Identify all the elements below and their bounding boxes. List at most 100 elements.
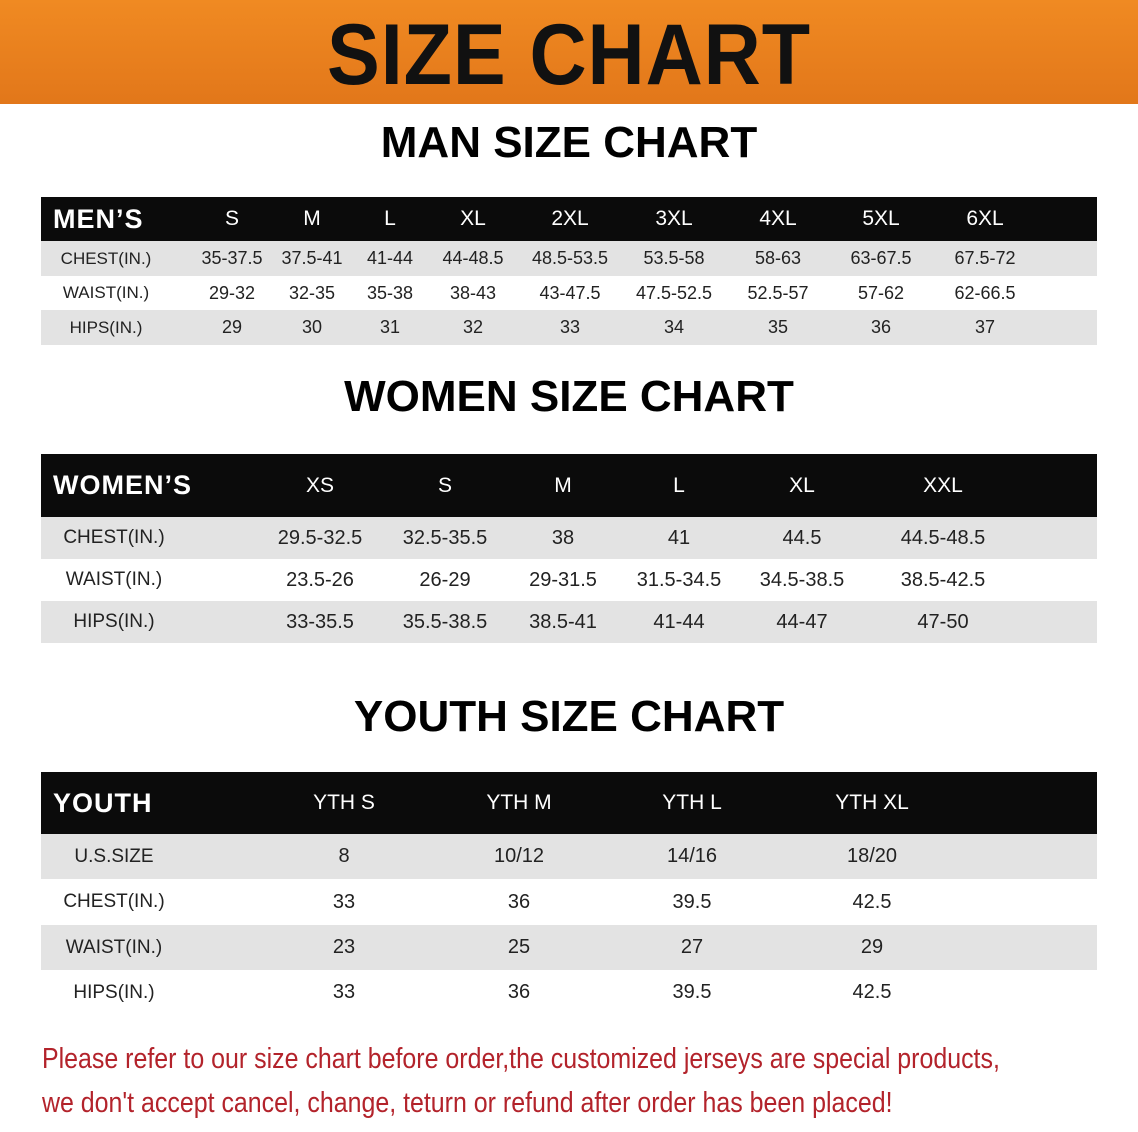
size-header: S bbox=[224, 207, 240, 230]
table-cell: 44-48.5 bbox=[442, 248, 504, 268]
table-cell: 29 bbox=[860, 936, 884, 958]
table-cell: 33-35.5 bbox=[286, 610, 354, 633]
table-cell: 36 bbox=[870, 317, 892, 337]
size-header: YTH L bbox=[662, 791, 722, 814]
men-size-table: MEN’S S M L XL 2XL 3XL 4XL 5XL 6XL CHEST(IN.) 35-37… bbox=[41, 197, 1097, 345]
table-cell: 29.5-32.5 bbox=[277, 526, 363, 549]
notice-line-2: we don't accept cancel, change, teturn o… bbox=[42, 1087, 893, 1119]
table-row: HIPS(IN.) 33 36 39.5 42.5 bbox=[41, 970, 1097, 1015]
table-cell: 30 bbox=[301, 317, 323, 337]
table-row: U.S.SIZE 8 10/12 14/16 18/20 bbox=[41, 834, 1097, 879]
table-cell: 38-43 bbox=[449, 282, 497, 303]
table-cell: 31 bbox=[379, 317, 401, 337]
header-label: WOMEN’S bbox=[53, 470, 192, 500]
table-header: YOUTH YTH S YTH M YTH L YTH XL bbox=[41, 772, 1097, 834]
table-cell: 38 bbox=[551, 526, 575, 549]
table-cell: 36 bbox=[507, 890, 531, 913]
size-header: S bbox=[437, 473, 453, 497]
table-cell: 39.5 bbox=[672, 981, 712, 1003]
table-cell: 38.5-41 bbox=[529, 610, 597, 633]
page-title: SIZE CHART bbox=[327, 7, 811, 103]
size-header: 2XL bbox=[551, 207, 589, 230]
youth-section-title: YOUTH SIZE CHART bbox=[353, 692, 785, 741]
header-label: MEN’S bbox=[53, 203, 144, 234]
table-cell: 35-38 bbox=[366, 282, 414, 303]
table-cell: 25 bbox=[507, 936, 531, 958]
table-cell: 27 bbox=[680, 936, 704, 958]
size-header: YTH XL bbox=[835, 791, 909, 814]
table-cell: 52.5-57 bbox=[747, 282, 809, 303]
table-cell: 42.5 bbox=[852, 981, 892, 1003]
table-cell: 47-50 bbox=[917, 610, 969, 633]
table-cell: 37.5-41 bbox=[281, 248, 343, 268]
notice-line-1: Please refer to our size chart before or… bbox=[42, 1043, 1000, 1075]
men-section-title: MAN SIZE CHART bbox=[380, 118, 758, 167]
size-header: L bbox=[384, 207, 396, 230]
table-cell: 44.5 bbox=[782, 526, 822, 549]
table-cell: 44-47 bbox=[776, 610, 828, 633]
women-section-title: WOMEN SIZE CHART bbox=[344, 372, 794, 421]
table-row: CHEST(IN.) 29.5-32.5 32.5-35.5 38 41 44.5 44.5… bbox=[41, 517, 1097, 559]
row-label: HIPS(IN.) bbox=[73, 611, 155, 632]
table-cell: 23.5-26 bbox=[286, 568, 354, 591]
table-cell: 42.5 bbox=[852, 890, 892, 913]
table-cell: 29 bbox=[221, 317, 243, 337]
row-label: CHEST(IN.) bbox=[63, 527, 165, 548]
table-cell: 39.5 bbox=[672, 890, 712, 913]
table-cell: 35-37.5 bbox=[201, 248, 263, 268]
row-label: CHEST(IN.) bbox=[63, 891, 165, 912]
size-header: M bbox=[303, 207, 321, 230]
table-cell: 23 bbox=[332, 936, 356, 958]
table-cell: 41-44 bbox=[653, 610, 705, 633]
table-cell: 34.5-38.5 bbox=[759, 568, 845, 591]
size-header: XL bbox=[460, 207, 486, 230]
table-cell: 35 bbox=[767, 317, 789, 337]
row-label: CHEST(IN.) bbox=[60, 248, 152, 268]
size-header: 5XL bbox=[862, 207, 900, 230]
table-cell: 32 bbox=[462, 317, 484, 337]
row-label: WAIST(IN.) bbox=[62, 283, 150, 302]
table-cell: 18/20 bbox=[846, 845, 898, 867]
table-row: WAIST(IN.) 23 25 27 29 bbox=[41, 925, 1097, 970]
size-header: L bbox=[673, 473, 685, 497]
size-header: XL bbox=[789, 473, 815, 497]
table-cell: 63-67.5 bbox=[850, 248, 912, 268]
table-cell: 62-66.5 bbox=[954, 282, 1016, 303]
size-chart-banner: SIZE CHART bbox=[0, 0, 1138, 104]
row-label: WAIST(IN.) bbox=[65, 569, 163, 590]
row-label: HIPS(IN.) bbox=[69, 317, 143, 337]
table-cell: 26-29 bbox=[419, 568, 471, 591]
table-row: CHEST(IN.) 33 36 39.5 42.5 bbox=[41, 879, 1097, 925]
row-label: WAIST(IN.) bbox=[65, 936, 163, 958]
table-cell: 29-31.5 bbox=[529, 568, 597, 591]
size-header: YTH S bbox=[313, 791, 375, 814]
table-row: CHEST(IN.) 35-37.5 37.5-41 41-44 44-48.5 48.5… bbox=[41, 241, 1097, 276]
table-header: WOMEN’S XS S M L XL XXL bbox=[41, 454, 1097, 517]
table-cell: 47.5-52.5 bbox=[635, 282, 713, 303]
table-cell: 44.5-48.5 bbox=[900, 526, 986, 549]
table-cell: 33 bbox=[332, 981, 356, 1003]
table-row: WAIST(IN.) 23.5-26 26-29 29-31.5 31.5-34.5 34… bbox=[41, 559, 1097, 601]
table-row: HIPS(IN.) 33-35.5 35.5-38.5 38.5-41 41-44 44-… bbox=[41, 601, 1097, 643]
table-cell: 35.5-38.5 bbox=[402, 610, 488, 633]
table-cell: 58-63 bbox=[754, 248, 802, 268]
table-cell: 32-35 bbox=[288, 282, 336, 303]
size-header: 6XL bbox=[966, 207, 1004, 230]
header-label: YOUTH bbox=[53, 787, 153, 818]
table-cell: 53.5-58 bbox=[643, 248, 705, 268]
table-cell: 32.5-35.5 bbox=[402, 526, 488, 549]
table-cell: 36 bbox=[507, 981, 531, 1003]
table-cell: 41-44 bbox=[366, 248, 414, 268]
table-row: WAIST(IN.) 29-32 32-35 35-38 38-43 43-47.5 47.… bbox=[41, 276, 1097, 310]
table-cell: 29-32 bbox=[208, 282, 256, 303]
table-cell: 33 bbox=[332, 890, 356, 913]
size-header: XS bbox=[305, 473, 335, 497]
table-cell: 43-47.5 bbox=[539, 282, 601, 303]
size-header: M bbox=[554, 473, 572, 497]
row-label: U.S.SIZE bbox=[74, 845, 154, 867]
size-header: YTH M bbox=[486, 791, 552, 814]
size-header: XXL bbox=[923, 473, 963, 497]
table-cell: 57-62 bbox=[857, 282, 905, 303]
table-cell: 34 bbox=[663, 317, 685, 337]
table-cell: 37 bbox=[974, 317, 996, 337]
